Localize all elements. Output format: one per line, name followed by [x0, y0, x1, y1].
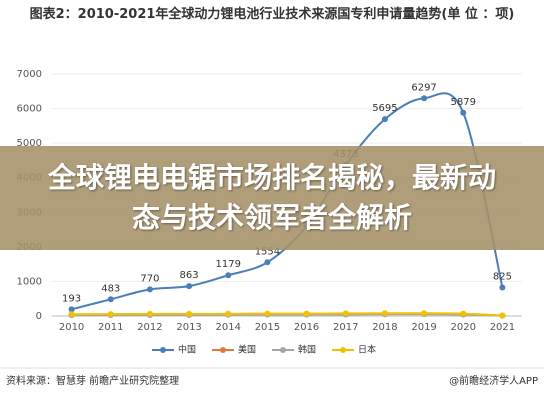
- legend-marker: [280, 347, 286, 353]
- legend-marker: [160, 347, 166, 353]
- point: [342, 310, 349, 317]
- data-label: 193: [62, 293, 81, 304]
- series-line: [71, 313, 503, 317]
- data-label: 1179: [216, 259, 241, 270]
- y-tick-label: 7000: [17, 69, 42, 80]
- x-tick-label: 2017: [333, 322, 358, 333]
- point: [499, 312, 506, 319]
- x-tick-label: 2014: [216, 322, 241, 333]
- point: [421, 95, 428, 102]
- point: [146, 286, 153, 293]
- series-line: [71, 312, 503, 317]
- x-tick-label: 2013: [176, 322, 201, 333]
- point: [499, 284, 506, 291]
- data-label: 6297: [411, 82, 436, 93]
- point: [421, 310, 428, 317]
- banner: 全球锂电电锯市场排名揭秘，最新动态与技术领军者全解析: [0, 146, 544, 250]
- credit: @前瞻经济学人APP: [449, 374, 538, 387]
- point: [460, 310, 467, 317]
- point: [460, 109, 467, 116]
- point: [225, 272, 232, 279]
- data-label: 863: [180, 270, 199, 281]
- legend-marker: [340, 347, 346, 353]
- legend-label: 美国: [238, 344, 256, 356]
- x-tick-label: 2021: [490, 322, 515, 333]
- point: [381, 310, 388, 317]
- x-tick-label: 2015: [255, 322, 280, 333]
- point: [68, 311, 75, 318]
- x-tick-label: 2011: [98, 322, 123, 333]
- y-tick-label: 1000: [17, 276, 42, 287]
- point: [303, 310, 310, 317]
- y-tick-label: 0: [36, 311, 42, 322]
- x-tick-label: 2019: [411, 322, 436, 333]
- point: [264, 259, 271, 266]
- point: [186, 283, 193, 290]
- legend-label: 韩国: [298, 344, 316, 356]
- data-label: 770: [140, 273, 159, 284]
- x-tick-label: 2020: [451, 322, 476, 333]
- point: [381, 116, 388, 123]
- legend-label: 中国: [178, 344, 196, 356]
- data-label: 1554: [255, 246, 280, 257]
- point: [225, 310, 232, 317]
- point: [186, 310, 193, 317]
- x-tick-label: 2018: [372, 322, 397, 333]
- point: [146, 310, 153, 317]
- data-label: 825: [493, 271, 512, 282]
- x-tick-label: 2012: [137, 322, 162, 333]
- y-tick-label: 5000: [17, 138, 42, 149]
- source: 资料来源：智慧芽 前瞻产业研究院整理: [6, 374, 179, 387]
- legend-label: 日本: [358, 344, 376, 356]
- point: [68, 306, 75, 313]
- x-tick-label: 2016: [294, 322, 319, 333]
- point: [264, 310, 271, 317]
- chart-title: 图表2：2010-2021年全球动力锂电池行业技术来源国专利申请量趋势(单 位 …: [29, 7, 515, 22]
- point: [107, 296, 114, 303]
- y-tick-label: 6000: [17, 104, 42, 115]
- legend-marker: [220, 347, 226, 353]
- data-label: 483: [101, 283, 120, 294]
- headline: 全球锂电电锯市场排名揭秘，最新动态与技术领军者全解析: [47, 161, 496, 234]
- data-label: 5695: [372, 103, 397, 114]
- point: [107, 311, 114, 318]
- x-tick-label: 2010: [59, 322, 84, 333]
- data-label: 5879: [451, 97, 476, 108]
